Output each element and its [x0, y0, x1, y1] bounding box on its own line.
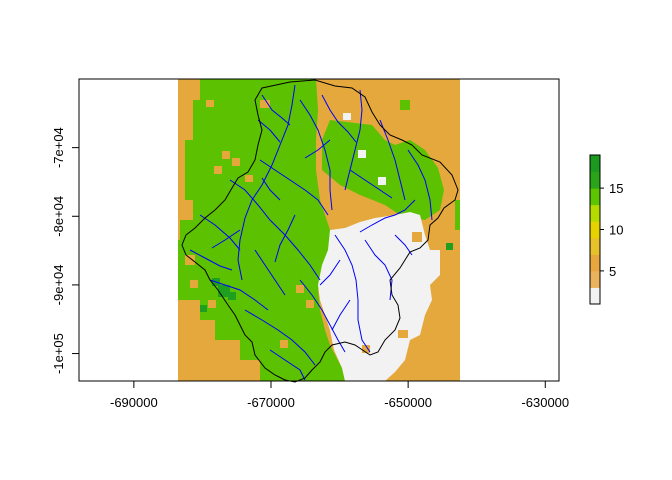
raster-agriculture-cells [185, 100, 453, 348]
x-tick-label: -630000 [521, 395, 569, 410]
legend-tick-label: 10 [609, 223, 623, 238]
legend-swatch [590, 221, 600, 239]
raster-agriculture-southwest [178, 300, 260, 381]
y-axis: -7e+04 -8e+04 -9e+04 -1e+05 [51, 127, 79, 374]
legend-tick-label: 15 [609, 181, 623, 196]
x-tick-label: -670000 [247, 395, 295, 410]
y-tick-label: -7e+04 [51, 127, 66, 168]
raster-urban [318, 212, 440, 381]
x-axis: -690000 -670000 -650000 -630000 [110, 381, 569, 410]
color-legend: 5 10 15 [589, 154, 623, 305]
legend-swatch [590, 204, 600, 222]
raster-forest-patches-east [322, 100, 460, 230]
legend-tick-label: 5 [609, 264, 616, 279]
raster-agriculture-in-urban [362, 232, 422, 353]
land-cover-raster [178, 79, 460, 381]
legend-swatch [590, 270, 600, 288]
x-tick-label: -690000 [110, 395, 158, 410]
legend-swatch [590, 254, 600, 272]
legend-swatch [590, 188, 600, 206]
y-tick-label: -9e+04 [51, 264, 66, 305]
y-tick-label: -1e+05 [51, 333, 66, 374]
raster-agriculture-west [178, 79, 200, 240]
y-tick-label: -8e+04 [51, 196, 66, 237]
stream-network [189, 84, 433, 381]
legend-swatch [590, 171, 600, 189]
legend-swatch [590, 287, 600, 305]
legend-swatch [590, 237, 600, 255]
raster-urban-cells [343, 113, 386, 380]
x-tick-label: -650000 [384, 395, 432, 410]
legend-swatch [590, 155, 600, 173]
plot-frame [78, 78, 560, 382]
watershed-boundary [181, 79, 459, 383]
